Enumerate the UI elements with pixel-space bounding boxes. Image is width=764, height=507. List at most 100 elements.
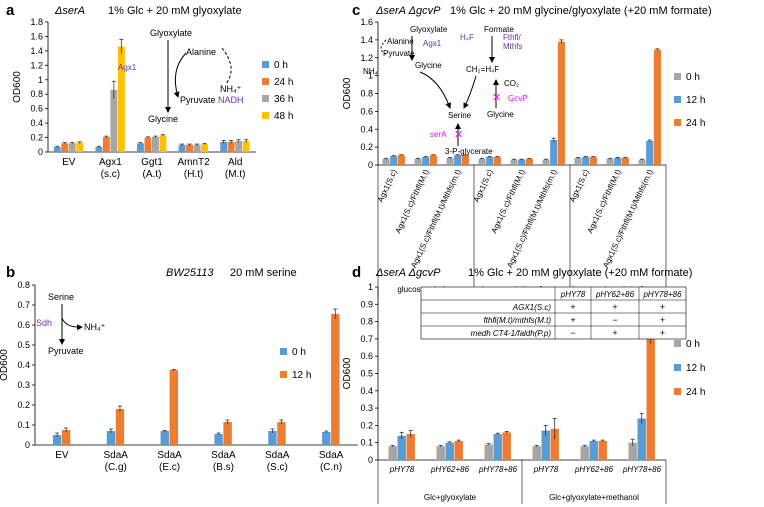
- bar: [589, 156, 597, 165]
- bar: [429, 155, 437, 165]
- legend-swatch: [674, 388, 681, 395]
- c-glycine2: Glycine: [487, 110, 514, 119]
- bar: [277, 422, 286, 445]
- y-tick-label: 0.4: [360, 124, 373, 134]
- y-tick-label: 0.2: [360, 420, 373, 430]
- panel-d-strain: ΔserA ΔgcvP: [375, 267, 441, 279]
- bar: [628, 442, 637, 460]
- bar: [144, 137, 152, 152]
- c-nh4: NH₄: [363, 67, 378, 76]
- panel-c-letter: c: [352, 2, 360, 19]
- table-cell: +: [660, 302, 665, 312]
- bar: [152, 136, 159, 152]
- bar: [445, 442, 454, 460]
- bar: [493, 156, 501, 165]
- bar: [614, 157, 622, 165]
- panel-c-condition: 1% Glc + 20 mM glycine/glyoxylate (+20 m…: [450, 5, 712, 17]
- y-tick-label: 1: [38, 75, 43, 85]
- bar: [550, 428, 559, 460]
- bar: [486, 156, 494, 165]
- category-label: (C.g): [105, 462, 127, 473]
- legend-label: 0 h: [274, 60, 288, 71]
- bar: [68, 143, 76, 152]
- bar: [110, 89, 118, 152]
- legend-label: 0 h: [292, 347, 306, 358]
- y-tick-label: 0.6: [360, 351, 373, 361]
- bar: [137, 143, 144, 152]
- legend-label: 0 h: [686, 339, 700, 350]
- bar: [117, 46, 125, 152]
- table-header: pHY78+86: [642, 290, 682, 299]
- a-pyruvate: Pyruvate: [180, 95, 216, 105]
- category-label: SdaA: [104, 450, 129, 461]
- panel-c-strain: ΔserA ΔgcvP: [375, 5, 441, 17]
- panel-b-pathway: Serine Pyruvate Sdh NH₄⁺: [36, 292, 106, 356]
- y-tick-label: 0.6: [30, 104, 43, 114]
- chart-c: 00.20.40.60.811.21.41.6OD600Agx1(S.c)Agx…: [342, 17, 705, 296]
- bar: [388, 446, 397, 460]
- bar: [582, 156, 590, 165]
- c-glyoxylate: Glyoxylate: [410, 25, 448, 34]
- bar: [436, 446, 445, 460]
- bar: [235, 141, 243, 152]
- panel-d-table: pHY78 pHY62+86 pHY78+86 AGX1(S.c) + + + fthfl(M…: [420, 286, 687, 340]
- y-tick-label: 0: [38, 147, 43, 157]
- bar: [653, 49, 661, 165]
- bar: [446, 157, 454, 165]
- bar: [532, 446, 541, 460]
- category-label: SdaA: [157, 450, 182, 461]
- table-header: pHY62+86: [595, 290, 635, 299]
- bar: [53, 146, 61, 152]
- panel-a-strain: ΔserA: [54, 5, 85, 17]
- y-tick-label: 0.8: [17, 280, 30, 290]
- bar: [159, 135, 167, 152]
- bar: [322, 432, 331, 445]
- group-label: Glc+glyoxylate+methanol: [549, 493, 639, 502]
- legend-label: 36 h: [274, 94, 293, 105]
- legend-swatch: [262, 95, 269, 102]
- bar: [621, 157, 629, 165]
- group-label: Glc+glyoxylate: [424, 493, 477, 502]
- y-tick-label: 1.4: [30, 46, 43, 56]
- y-tick-label: 0: [368, 160, 373, 170]
- table-cell: −: [612, 315, 617, 325]
- a-nh4: NH₄⁺: [220, 84, 242, 94]
- a-alanine: Alanine: [186, 47, 216, 57]
- bar: [557, 41, 565, 165]
- y-axis-label: OD600: [12, 71, 23, 103]
- legend-label: 12 h: [292, 370, 311, 381]
- category-label: pHY78: [533, 465, 559, 474]
- y-tick-label: 0.3: [17, 380, 30, 390]
- category-label: (M.t): [225, 169, 246, 180]
- panel-d-letter: d: [352, 264, 361, 281]
- bar: [406, 434, 415, 460]
- c-mthfs: Mthfs: [503, 42, 523, 51]
- y-tick-label: 0: [368, 455, 373, 465]
- bar: [397, 155, 405, 165]
- y-tick-label: 0.2: [30, 133, 43, 143]
- category-label: Agx1: [99, 157, 122, 168]
- legend-swatch: [262, 61, 269, 68]
- table-cell: −: [570, 328, 575, 338]
- y-tick-label: 0.8: [30, 89, 43, 99]
- category-label: pHY62+86: [574, 465, 614, 474]
- bar: [61, 143, 69, 152]
- a-glycine: Glycine: [148, 114, 178, 124]
- category-label: Agx1(S.c): [472, 168, 495, 204]
- bar: [574, 157, 582, 165]
- a-glyoxylate: Glyoxylate: [150, 28, 192, 38]
- y-tick-label: 1.4: [360, 35, 373, 45]
- category-label: Agx1(S.c)/Fthfl(M.t): [585, 168, 623, 235]
- bar: [646, 325, 655, 460]
- y-tick-label: 1.6: [360, 17, 373, 27]
- y-tick-label: 1.8: [30, 17, 43, 27]
- c-cycle: [380, 39, 387, 55]
- legend-label: 48 h: [274, 111, 293, 122]
- c-glycine: Glycine: [415, 61, 442, 70]
- category-label: pHY78+86: [622, 465, 662, 474]
- bar: [493, 434, 502, 460]
- legend-swatch: [674, 119, 681, 126]
- category-label: pHY78+86: [478, 465, 518, 474]
- c-co2: CO₂: [504, 79, 519, 88]
